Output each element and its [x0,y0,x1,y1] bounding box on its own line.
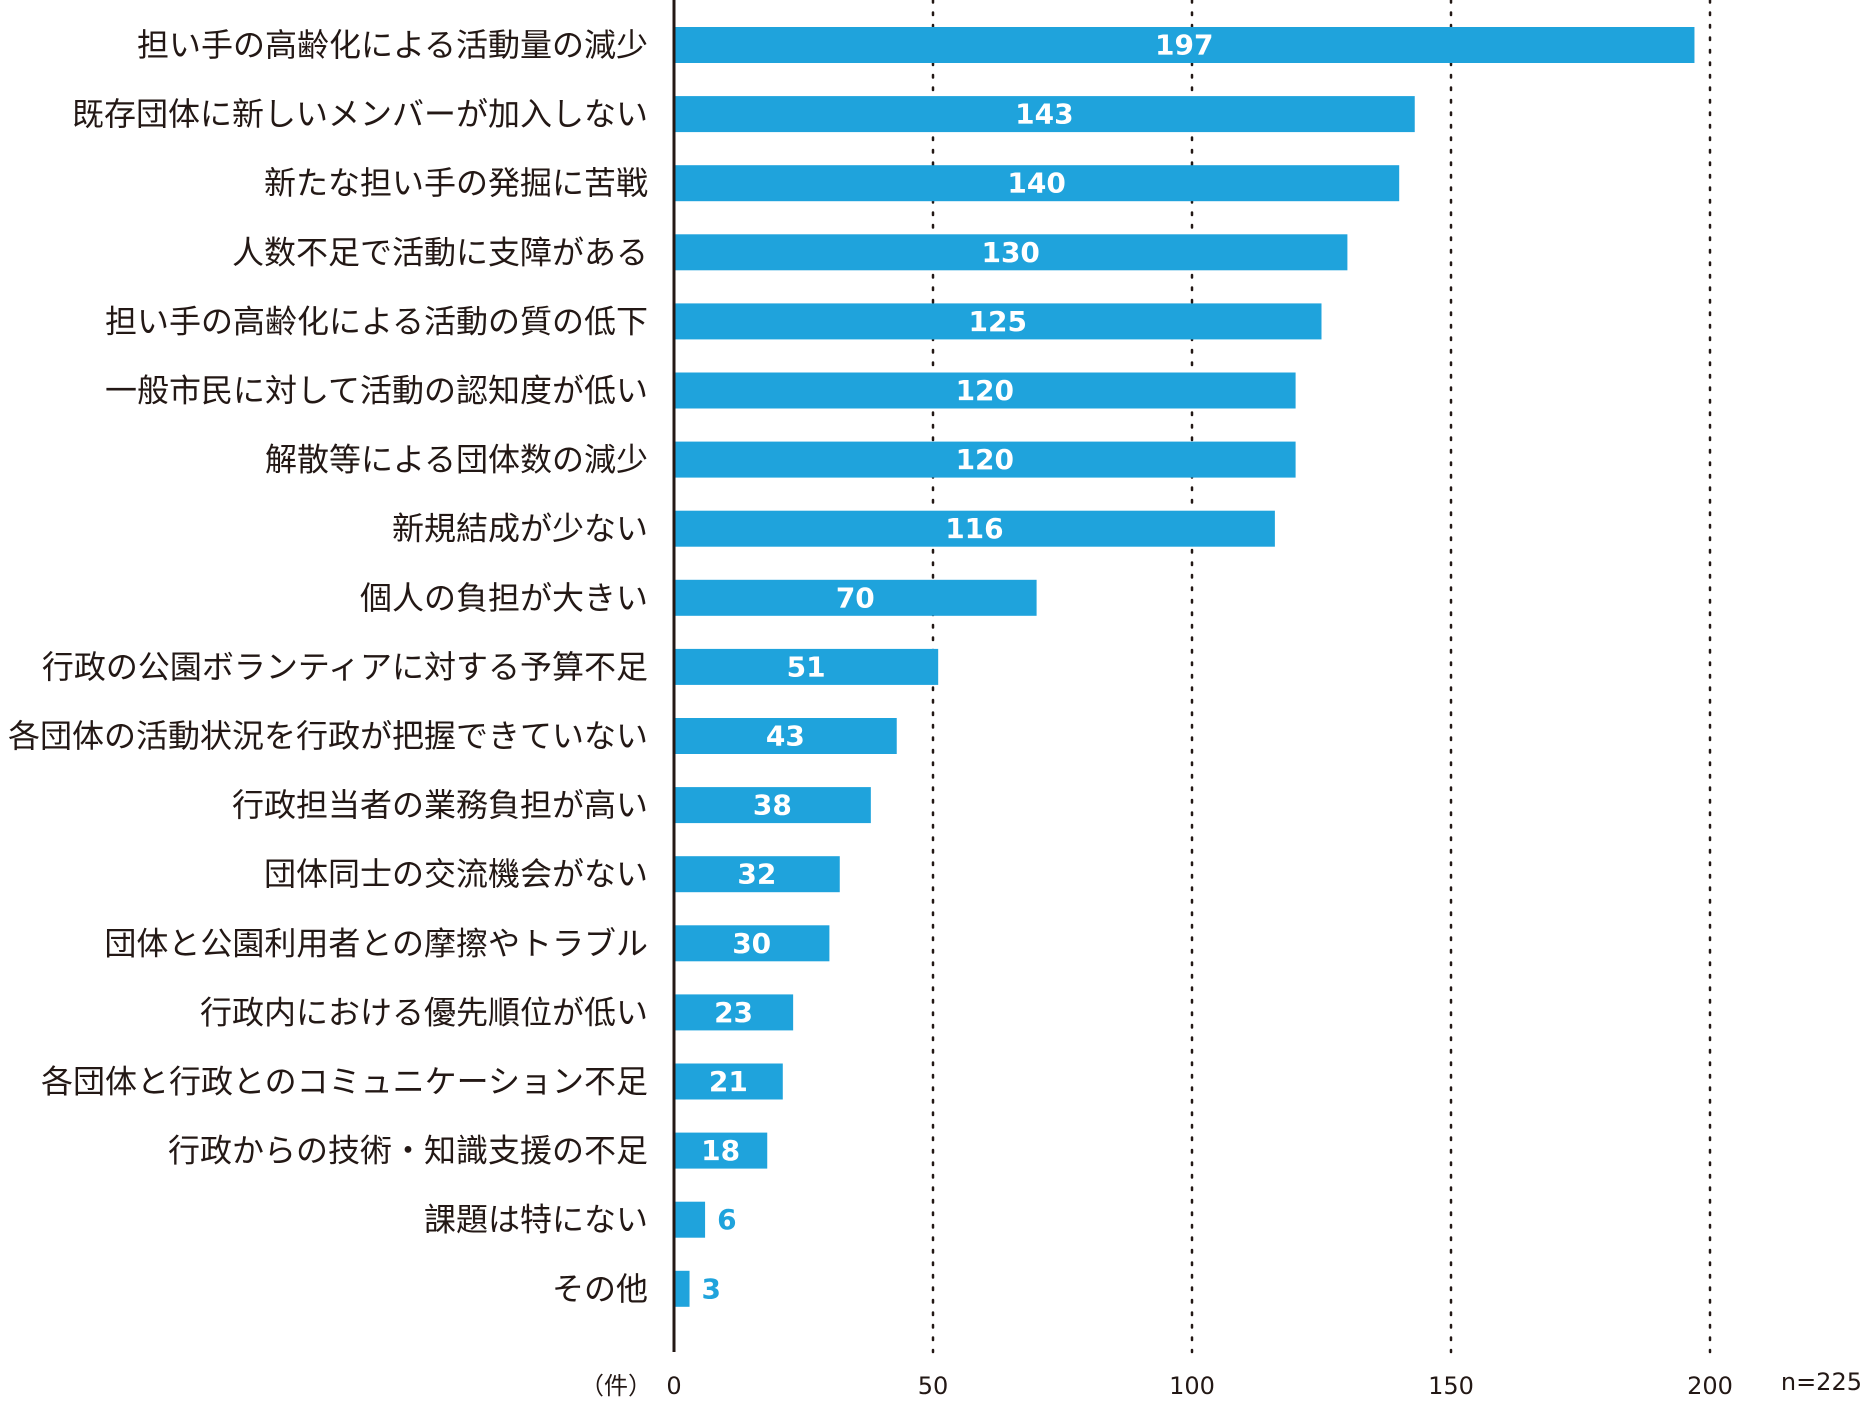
bar-9 [674,648,939,685]
data-label-0: 197 [1155,29,1213,62]
bar-14 [674,994,794,1031]
data-label-3: 130 [981,236,1039,269]
bar-8 [674,579,1037,616]
category-label-13: 団体と公園利用者との摩擦やトラブル [104,924,648,962]
data-label-17: 6 [717,1203,736,1236]
category-label-2: 新たな担い手の発掘に苦戦 [264,164,648,202]
bar-3 [674,234,1348,271]
category-label-12: 団体同士の交流機会がない [264,855,648,893]
category-label-10: 各団体の活動状況を行政が把握できていない [8,717,648,755]
data-label-4: 125 [969,305,1027,338]
data-label-5: 120 [956,374,1014,407]
bar-6 [674,441,1296,478]
category-label-3: 人数不足で活動に支障がある [232,233,648,271]
x-tick-label-50: 50 [918,1372,949,1400]
x-tick-label-200: 200 [1687,1372,1733,1400]
data-label-16: 18 [701,1134,740,1167]
data-label-2: 140 [1007,167,1065,200]
bar-13 [674,925,830,962]
x-tick-label-100: 100 [1169,1372,1215,1400]
category-label-18: その他 [552,1270,648,1308]
data-label-18: 3 [702,1272,721,1305]
category-label-11: 行政担当者の業務負担が高い [232,786,648,824]
category-label-7: 新規結成が少ない [392,510,648,548]
bar-12 [674,856,840,893]
data-label-10: 43 [766,720,805,753]
data-label-15: 21 [709,1065,748,1098]
data-label-13: 30 [732,927,771,960]
bar-7 [674,510,1275,547]
category-label-0: 担い手の高齢化による活動量の減少 [137,26,648,64]
data-label-7: 116 [945,512,1003,545]
bar-1 [674,96,1415,133]
category-label-9: 行政の公園ボランティアに対する予算不足 [42,648,648,686]
data-label-6: 120 [956,443,1014,476]
bar-5 [674,372,1296,409]
bar-17 [674,1201,706,1238]
data-label-11: 38 [753,789,792,822]
category-label-8: 個人の負担が大きい [360,579,648,617]
x-tick-label-0: 0 [666,1372,681,1400]
bar-2 [674,165,1400,202]
bar-0 [674,27,1695,63]
bar-16 [674,1132,768,1169]
data-label-14: 23 [714,996,753,1029]
bar-4 [674,303,1322,340]
data-label-8: 70 [836,581,875,614]
data-label-1: 143 [1015,98,1073,131]
bar-11 [674,787,871,824]
category-label-1: 既存団体に新しいメンバーが加入しない [72,95,648,133]
data-label-9: 51 [787,650,826,683]
category-label-17: 課題は特にない [424,1201,648,1239]
category-label-15: 各団体と行政とのコミュニケーション不足 [41,1063,648,1101]
category-label-4: 担い手の高齢化による活動の質の低下 [105,302,648,340]
category-label-5: 一般市民に対して活動の認知度が低い [105,372,648,410]
sample-size-label: n=225 [1781,1368,1862,1396]
category-label-16: 行政からの技術・知識支援の不足 [168,1132,648,1170]
bar-10 [674,718,897,754]
bar-15 [674,1063,783,1100]
category-label-14: 行政内における優先順位が低い [200,993,648,1031]
bar-18 [674,1270,690,1307]
x-tick-label-150: 150 [1428,1372,1474,1400]
unit-label: （件） [580,1372,652,1400]
data-label-12: 32 [737,858,776,891]
category-label-6: 解散等による団体数の減少 [265,441,648,479]
